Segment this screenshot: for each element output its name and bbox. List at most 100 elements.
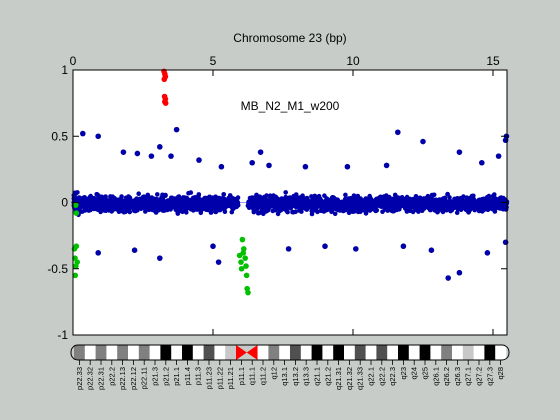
ideogram-band — [462, 345, 474, 360]
probe-point — [283, 190, 289, 195]
probe-point — [180, 209, 185, 215]
band-label: q23 — [399, 367, 408, 380]
probe-point — [293, 199, 298, 204]
probe-point — [343, 196, 348, 202]
probe-point — [360, 207, 366, 213]
probe-point — [399, 199, 405, 205]
probe-point — [228, 200, 234, 205]
band-label: q21.1 — [313, 367, 322, 386]
probe-point — [210, 198, 215, 203]
probe-point — [246, 200, 251, 205]
probe-point — [155, 192, 160, 197]
probe-point — [198, 210, 204, 216]
probe-point — [316, 193, 322, 199]
probe-point — [330, 195, 335, 200]
ideogram-band — [473, 345, 485, 360]
band-label: q21.31 — [334, 367, 343, 390]
normal-point — [131, 247, 138, 253]
probe-point — [422, 203, 428, 209]
probe-point — [104, 199, 109, 205]
ideogram-band — [387, 345, 399, 360]
probe-point — [311, 201, 317, 206]
loss-point — [238, 265, 245, 272]
probe-point — [267, 194, 273, 199]
centromere — [236, 345, 247, 360]
probe-point — [173, 202, 179, 208]
band-label: p22.12 — [129, 367, 138, 390]
probe-point — [315, 209, 320, 215]
probe-point — [164, 204, 169, 210]
probe-point — [233, 196, 238, 202]
probe-point — [227, 193, 233, 198]
probe-point — [103, 208, 108, 213]
band-label: q21.2 — [323, 367, 332, 386]
probe-point — [394, 207, 399, 212]
probe-point — [88, 207, 93, 213]
ideogram-band — [311, 345, 323, 360]
probe-point — [78, 202, 83, 207]
normal-point — [344, 163, 351, 170]
ideogram-band — [214, 345, 226, 360]
probe-point — [145, 192, 151, 198]
ideogram-band — [333, 345, 345, 360]
band-label: p11.4 — [183, 367, 192, 385]
probe-point — [489, 202, 495, 207]
ideogram-band — [322, 345, 334, 360]
normal-point — [218, 163, 225, 170]
probe-point — [474, 200, 479, 205]
probe-point — [288, 198, 293, 203]
ideogram-band — [398, 345, 410, 360]
loss-point — [242, 255, 248, 261]
probe-point — [176, 209, 181, 215]
probe-point — [105, 204, 110, 210]
probe-point — [351, 193, 357, 198]
gain-point — [162, 100, 169, 106]
probe-point — [159, 196, 164, 201]
band-label: q21.33 — [356, 367, 365, 390]
probe-point — [435, 209, 440, 215]
probe-point — [273, 203, 278, 208]
normal-point — [196, 157, 202, 163]
band-label: p21.1 — [172, 367, 181, 386]
probe-point — [176, 199, 182, 204]
probe-point — [415, 200, 420, 206]
probe-point — [285, 202, 291, 207]
probe-point — [480, 200, 486, 206]
probe-point — [411, 205, 417, 210]
probe-point — [366, 204, 372, 209]
ideogram-band — [495, 345, 507, 360]
ideogram-band — [106, 345, 118, 360]
loss-point — [245, 289, 251, 296]
loss-point — [73, 202, 79, 208]
normal-point — [395, 129, 401, 136]
band-label: q22.3 — [388, 367, 397, 386]
probe-point — [204, 207, 209, 212]
probe-point — [180, 195, 186, 200]
probe-point — [442, 195, 448, 201]
normal-point — [420, 138, 426, 145]
probe-point — [135, 204, 141, 210]
probe-point — [439, 199, 445, 205]
probe-point — [143, 209, 148, 214]
normal-point — [353, 246, 359, 252]
probe-point — [278, 206, 283, 211]
probe-point — [433, 197, 438, 203]
probe-point — [217, 195, 222, 201]
normal-point — [120, 149, 127, 155]
ideogram-band — [268, 345, 280, 360]
ideogram-band — [128, 345, 140, 360]
band-label: q13.2 — [291, 367, 300, 386]
normal-point — [148, 153, 155, 159]
probe-point — [119, 194, 124, 199]
probe-point — [205, 195, 211, 201]
ideogram-band — [430, 345, 442, 360]
probe-point — [74, 196, 80, 201]
ideogram-band — [203, 345, 215, 360]
ideogram-band — [452, 345, 464, 360]
probe-point — [186, 190, 191, 196]
band-label: p22.31 — [97, 367, 106, 390]
x-tick-label: 0 — [70, 54, 77, 68]
probe-point — [169, 196, 175, 201]
gain-point — [161, 76, 168, 83]
probe-point — [198, 199, 204, 205]
